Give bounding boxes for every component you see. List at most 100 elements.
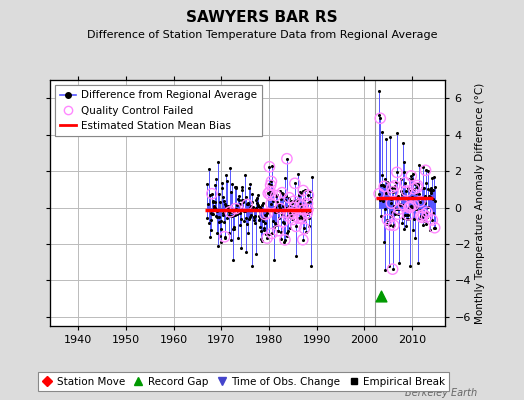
Point: [410, 216, 419, 222]
Point: [253, 200, 261, 206]
Point: [267, 178, 276, 185]
Point: [275, 202, 283, 209]
Point: [405, 176, 413, 182]
Point: [401, 179, 409, 186]
Point: [424, 204, 432, 210]
Point: [250, 214, 258, 220]
Point: [412, 204, 421, 211]
Point: [237, 216, 245, 223]
Point: [409, 202, 418, 208]
Point: [219, 210, 227, 216]
Point: [389, 188, 397, 195]
Point: [266, 192, 275, 198]
Point: [401, 196, 410, 202]
Point: [261, 211, 269, 218]
Point: [276, 188, 284, 195]
Point: [228, 181, 236, 187]
Point: [285, 195, 293, 201]
Point: [203, 214, 212, 221]
Point: [378, 182, 387, 188]
Point: [298, 215, 306, 222]
Point: [409, 227, 418, 233]
Point: [205, 166, 214, 172]
Point: [410, 186, 418, 192]
Point: [402, 212, 411, 218]
Point: [301, 187, 309, 194]
Point: [287, 198, 296, 204]
Point: [399, 214, 407, 221]
Point: [294, 215, 303, 222]
Point: [425, 187, 434, 194]
Point: [231, 212, 239, 218]
Point: [393, 169, 401, 176]
Point: [294, 215, 303, 222]
Point: [300, 225, 309, 232]
Point: [209, 211, 217, 217]
Point: [304, 206, 312, 212]
Point: [285, 194, 293, 201]
Point: [416, 198, 424, 205]
Point: [375, 190, 383, 197]
Point: [266, 182, 275, 188]
Point: [221, 201, 230, 208]
Point: [259, 200, 267, 206]
Point: [281, 192, 290, 199]
Point: [259, 215, 268, 222]
Point: [273, 198, 281, 205]
Point: [306, 197, 314, 204]
Point: [394, 211, 402, 217]
Point: [421, 200, 429, 206]
Point: [375, 88, 383, 94]
Point: [299, 236, 307, 243]
Point: [394, 211, 402, 217]
Point: [405, 204, 413, 210]
Point: [280, 239, 288, 245]
Point: [286, 210, 294, 216]
Point: [274, 228, 282, 234]
Point: [238, 198, 247, 205]
Point: [302, 210, 311, 216]
Point: [300, 225, 309, 232]
Point: [305, 222, 313, 229]
Point: [279, 220, 288, 226]
Point: [423, 209, 431, 216]
Point: [385, 183, 394, 190]
Point: [406, 188, 414, 194]
Point: [228, 256, 237, 263]
Point: [383, 216, 391, 223]
Point: [395, 206, 403, 212]
Point: [408, 204, 416, 211]
Point: [272, 222, 280, 228]
Point: [298, 203, 306, 209]
Point: [402, 188, 411, 194]
Point: [255, 215, 264, 222]
Point: [295, 192, 303, 198]
Point: [419, 164, 428, 170]
Point: [307, 194, 315, 201]
Point: [431, 198, 440, 204]
Point: [257, 206, 265, 212]
Point: [402, 188, 411, 194]
Point: [406, 204, 414, 211]
Point: [278, 211, 286, 218]
Point: [233, 210, 241, 217]
Point: [267, 201, 275, 207]
Point: [385, 262, 393, 269]
Point: [245, 216, 253, 222]
Point: [427, 190, 435, 196]
Point: [255, 213, 263, 219]
Point: [227, 213, 235, 219]
Point: [247, 212, 255, 218]
Point: [278, 190, 286, 196]
Point: [252, 251, 260, 258]
Point: [270, 220, 279, 226]
Point: [265, 231, 273, 238]
Point: [299, 187, 308, 194]
Point: [285, 202, 293, 209]
Point: [247, 202, 255, 209]
Text: Difference of Station Temperature Data from Regional Average: Difference of Station Temperature Data f…: [87, 30, 437, 40]
Point: [232, 184, 241, 190]
Point: [416, 207, 424, 213]
Point: [428, 175, 436, 182]
Point: [380, 183, 388, 190]
